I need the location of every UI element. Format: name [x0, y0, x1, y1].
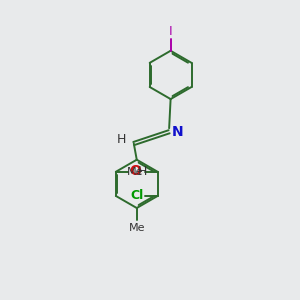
- Text: O: O: [130, 164, 142, 178]
- Text: Cl: Cl: [130, 189, 143, 203]
- Text: Me: Me: [128, 223, 145, 233]
- Text: I: I: [169, 25, 172, 38]
- Text: H: H: [138, 165, 147, 178]
- Text: H: H: [117, 134, 126, 146]
- Text: N: N: [172, 125, 183, 139]
- Text: Me: Me: [127, 167, 143, 177]
